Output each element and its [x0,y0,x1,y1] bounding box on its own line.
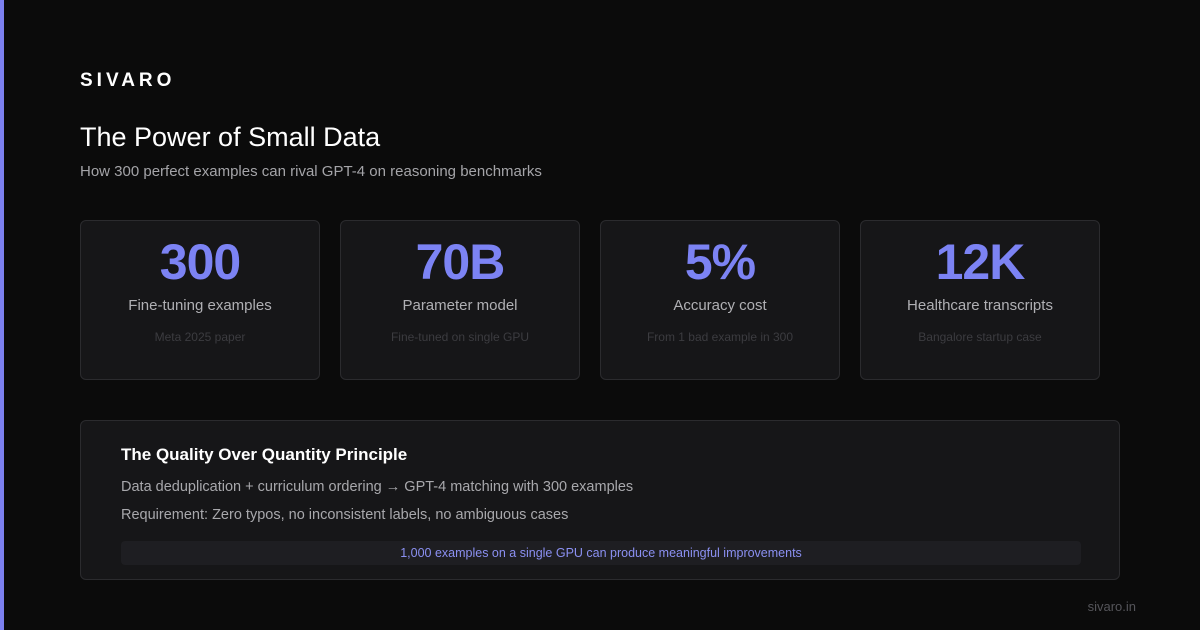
stat-note: Fine-tuned on single GPU [390,330,530,344]
principle-line: Data deduplication + curriculum ordering… [121,479,634,495]
stat-label: Accuracy cost [673,297,767,314]
stat-card: 300 Fine-tuning examples Meta 2025 paper [80,220,320,380]
stat-value: 300 [159,234,241,290]
highlight: 1,000 examples on a single GPU can produ… [121,541,1081,565]
principle-line: Requirement: Zero typos, no inconsistent… [121,507,569,523]
stat-label: Healthcare transcripts [907,297,1053,314]
brand: SIVARO [80,70,176,91]
footer-link: sivaro.in [1087,599,1136,614]
stat-label: Fine-tuning examples [128,297,272,314]
principle-box: The Quality Over Quantity Principle Data… [80,420,1120,580]
accent-bar [0,0,4,630]
stat-value: 5% [684,234,756,290]
stat-note: From 1 bad example in 300 [646,330,794,344]
stat-note: Bangalore startup case [918,330,1042,344]
stat-card: 70B Parameter model Fine-tuned on single G… [340,220,580,380]
principle-heading: The Quality Over Quantity Principle [121,445,408,464]
title: The Power of Small Data [80,122,381,152]
stat-value: 12K [935,234,1026,290]
subtitle: How 300 perfect examples can rival GPT-4… [80,163,542,180]
stat-card: 12K Healthcare transcripts Bangalore start… [860,220,1100,380]
stat-value: 70B [415,234,506,290]
stat-note: Meta 2025 paper [154,330,246,344]
stat-label: Parameter model [402,297,518,314]
stat-card: 5% Accuracy cost From 1 bad example in 300 [600,220,840,380]
